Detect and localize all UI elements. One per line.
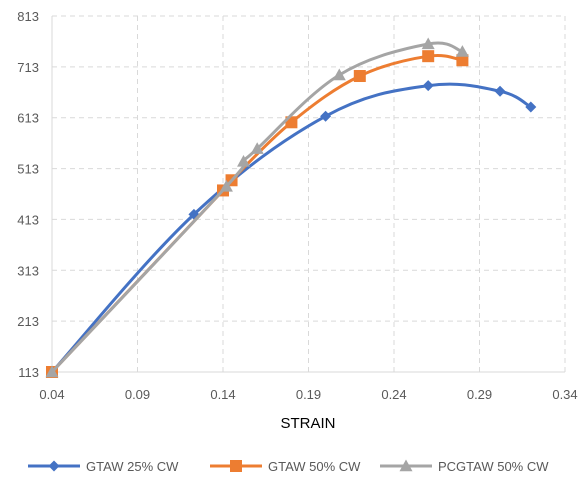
data-point [421, 37, 435, 50]
y-axis-ticks: 113 213 313 413 513 613 713 813 [17, 9, 39, 380]
legend-marker [230, 460, 242, 472]
data-point [219, 179, 233, 192]
legend-label: GTAW 25% CW [86, 459, 179, 474]
data-point [353, 70, 366, 83]
data-point [250, 142, 264, 154]
x-tick-label: 0.09 [125, 387, 150, 402]
data-point [320, 110, 332, 122]
x-tick-label: 0.19 [296, 387, 321, 402]
legend-item: GTAW 50% CW [210, 459, 361, 474]
legend-item: GTAW 25% CW [28, 459, 179, 474]
series-2 [46, 50, 469, 378]
data-point [45, 365, 59, 378]
legend-label: PCGTAW 50% CW [438, 459, 549, 474]
y-tick-label: 713 [17, 60, 39, 75]
data-point [456, 54, 469, 67]
data-point [422, 80, 434, 92]
y-tick-label: 513 [17, 162, 39, 177]
data-point [332, 68, 346, 81]
x-tick-label: 0.34 [552, 387, 577, 402]
grid-lines [51, 15, 566, 373]
x-tick-label: 0.24 [381, 387, 406, 402]
legend: GTAW 25% CW GTAW 50% CW PCGTAW 50% CW [28, 459, 549, 474]
y-tick-label: 213 [17, 314, 39, 329]
x-tick-label: 0.29 [467, 387, 492, 402]
x-axis-ticks: 0.04 0.09 0.14 0.19 0.24 0.29 0.34 [39, 387, 577, 402]
y-tick-label: 113 [18, 365, 39, 380]
legend-marker [48, 460, 60, 472]
data-point [237, 154, 251, 167]
data-point [494, 85, 506, 97]
series-line [50, 41, 464, 374]
y-tick-label: 813 [17, 9, 39, 24]
legend-item: PCGTAW 50% CW [380, 459, 549, 474]
data-point [455, 45, 469, 57]
y-tick-label: 313 [17, 263, 39, 278]
data-point [422, 50, 435, 63]
legend-marker [399, 459, 413, 472]
x-tick-label: 0.04 [39, 387, 64, 402]
data-point [525, 101, 537, 113]
series-line [50, 54, 464, 374]
x-axis-label: STRAIN [280, 415, 335, 432]
series-3 [45, 37, 469, 378]
series-layer [45, 37, 537, 378]
y-tick-label: 413 [17, 212, 39, 227]
legend-label: GTAW 50% CW [268, 459, 361, 474]
y-tick-label: 613 [17, 111, 39, 126]
x-tick-label: 0.14 [210, 387, 235, 402]
